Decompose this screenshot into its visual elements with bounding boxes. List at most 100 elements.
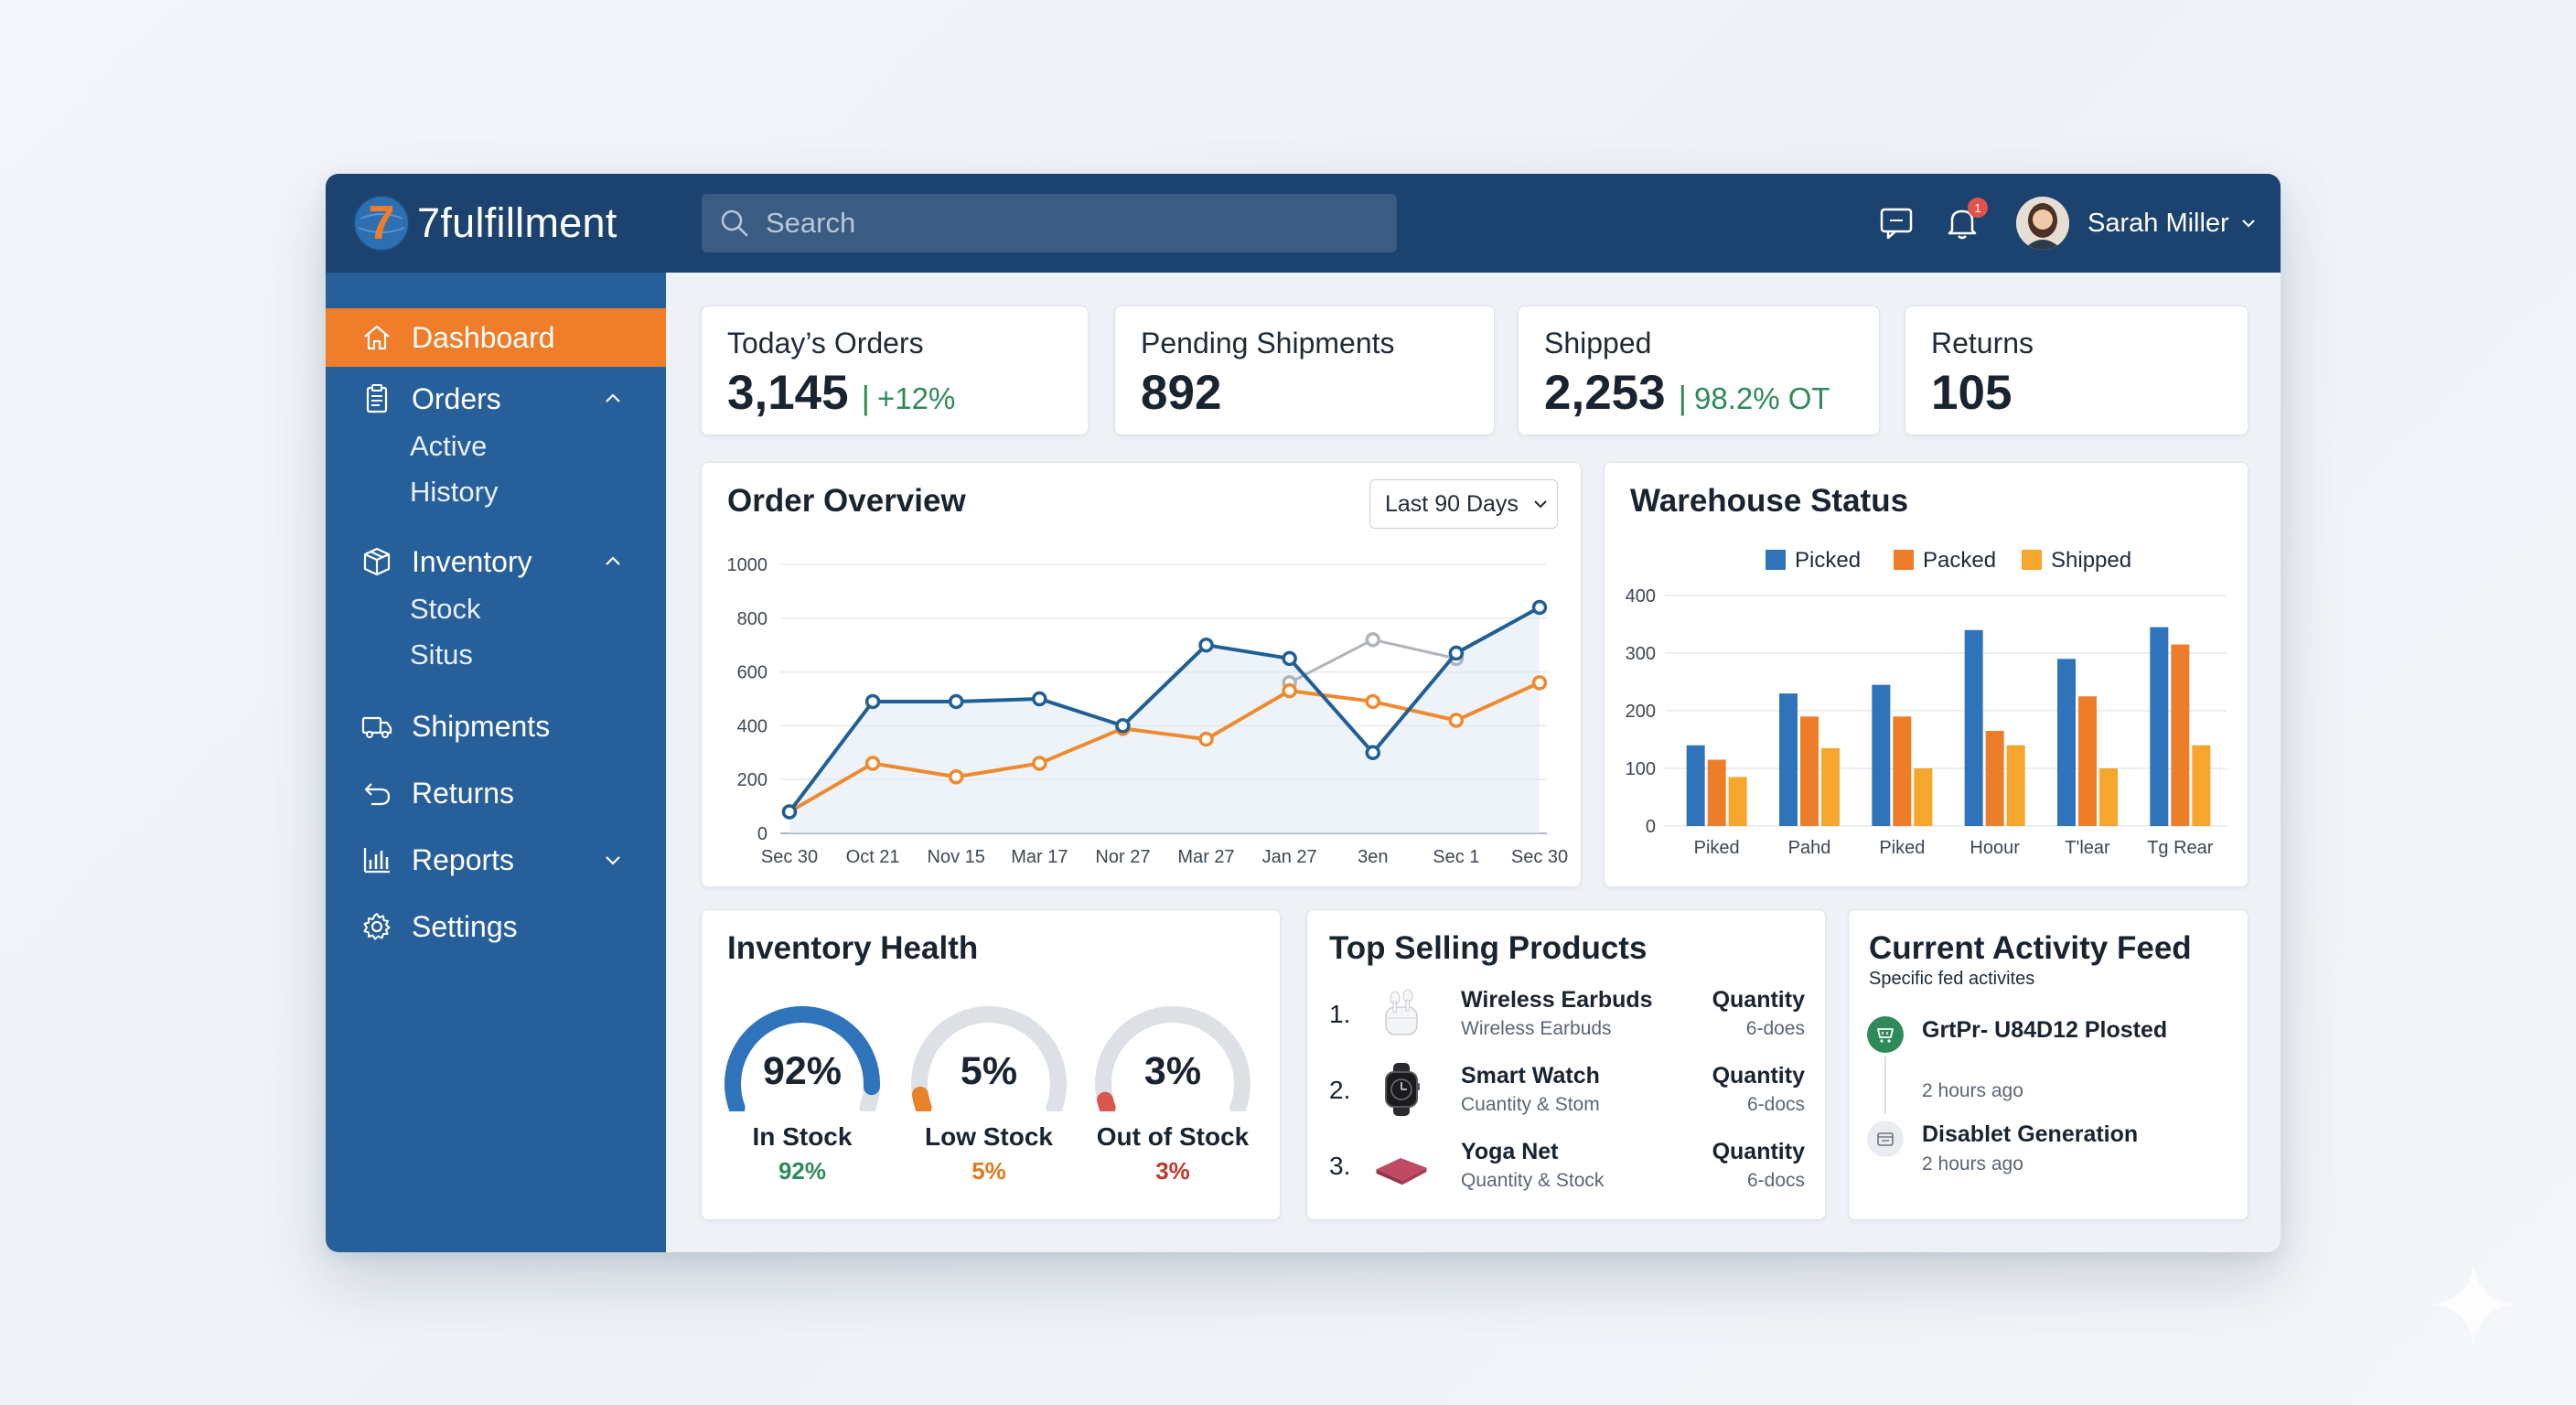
bar (1686, 745, 1705, 826)
search-icon (721, 209, 748, 237)
product-name: Wireless Earbuds (1461, 987, 1653, 1013)
warehouse-status-card: Warehouse Status 0 100 200 300 400 Picked Pack… (1604, 462, 2249, 887)
legend-item: Packed (1894, 548, 1996, 573)
stat-card-todays-orders[interactable]: Today’s Orders 3,145 | +12% (701, 306, 1089, 435)
sidebar: Dashboard Orders Active History Inventor… (326, 273, 666, 1252)
stat-number: 892 (1141, 366, 1222, 420)
chevron-up-icon[interactable] (600, 549, 626, 574)
app-window: 7 7fulfillment Search 1 (326, 174, 2281, 1252)
x-tick-label: Mar 17 (1011, 847, 1068, 867)
stat-value: 892 (1141, 365, 1221, 421)
chevron-down-icon (2241, 220, 2255, 228)
list-item[interactable]: 2. Smart Watch Cuantity & Stom Quantity … (1329, 1061, 1805, 1125)
bar (1707, 759, 1726, 826)
activity-title: Disablet Generation (1922, 1121, 2139, 1147)
product-qty-label: Quantity (1712, 1063, 1805, 1089)
sidebar-item-reports[interactable]: Reports (326, 831, 666, 889)
data-point (1032, 691, 1047, 707)
stat-change: +12% (877, 381, 956, 415)
x-tick-label: Piked (1879, 838, 1925, 858)
sidebar-item-label: Orders (412, 381, 501, 415)
sidebar-item-shipments[interactable]: Shipments (326, 697, 666, 756)
stat-card-pending-shipments[interactable]: Pending Shipments 892 (1114, 306, 1495, 435)
bar (2192, 745, 2211, 826)
stat-card-returns[interactable]: Returns 105 (1905, 306, 2249, 435)
x-tick-label: Sec 30 (1511, 847, 1568, 867)
sidebar-subitem-history[interactable]: History (410, 476, 499, 508)
data-point (1198, 731, 1214, 747)
data-point (864, 693, 881, 710)
bar (2078, 696, 2097, 826)
gauge-arc (911, 1006, 1067, 1111)
x-tick-label: T'lear (2065, 838, 2110, 858)
data-point (1365, 632, 1381, 648)
gauge-value: 5% (960, 1049, 1018, 1093)
product-name: Yoga Net (1461, 1139, 1559, 1164)
sidebar-subitem-active[interactable]: Active (410, 430, 488, 462)
top-products-card: Top Selling Products 1. Wireless Earbuds… (1306, 909, 1826, 1220)
sidebar-item-dashboard[interactable]: Dashboard (326, 308, 666, 367)
card-title: Top Selling Products (1329, 930, 1648, 966)
activity-time: 2 hours ago (1922, 1153, 2023, 1174)
search-bar[interactable]: Search (702, 194, 1397, 252)
legend-swatch (2022, 550, 2042, 570)
chevron-down-icon[interactable] (600, 847, 626, 873)
activity-feed-card: Current Activity Feed Specific fed activ… (1848, 909, 2249, 1220)
gauge-fill (724, 1006, 880, 1111)
data-point (1448, 645, 1465, 661)
bar (2099, 768, 2118, 826)
earbuds-icon (1385, 989, 1418, 1035)
activity-time: 2 hours ago (1922, 1080, 2023, 1101)
sidebar-subitem-situs[interactable]: Situs (410, 638, 473, 670)
y-tick-label: 400 (1626, 586, 1656, 606)
product-qty-label: Quantity (1712, 1139, 1805, 1164)
gauge-value: 3% (1143, 1049, 1202, 1093)
y-tick-label: 0 (757, 824, 767, 844)
date-range-dropdown[interactable]: Last 90 Days (1369, 479, 1558, 529)
bar (1964, 629, 1983, 826)
list-item[interactable]: 3. Yoga Net Quantity & Stock Quantity 6-… (1329, 1137, 1805, 1201)
order-overview-card: Order Overview Last 90 Days 0 200 400 600 80… (701, 462, 1582, 887)
sidebar-item-settings[interactable]: Settings (326, 897, 666, 956)
smartwatch-icon (1385, 1063, 1420, 1116)
gauge-fill (911, 1086, 932, 1111)
chevron-up-icon[interactable] (600, 386, 626, 412)
sidebar-subitem-stock[interactable]: Stock (410, 593, 481, 625)
bar (1779, 693, 1798, 826)
bar (2006, 745, 2025, 826)
gauge-arc (724, 1006, 880, 1111)
legend-item: Picked (1766, 548, 1861, 573)
sidebar-item-returns[interactable]: Returns (326, 764, 666, 822)
sidebar-item-inventory[interactable]: Inventory (326, 532, 666, 591)
card-title: Inventory Health (727, 930, 979, 966)
gauge-label: In Stock (752, 1122, 853, 1151)
brand[interactable]: 7 7fulfillment (349, 190, 617, 256)
x-tick-label: Jan 27 (1262, 847, 1317, 867)
stat-card-shipped[interactable]: Shipped 2,253 | 98.2% OT (1518, 306, 1880, 435)
y-tick-label: 0 (1646, 817, 1656, 837)
product-subtitle: Wireless Earbuds (1461, 1018, 1612, 1039)
data-point (948, 769, 964, 785)
x-tick-label: Nov 15 (928, 847, 985, 867)
sidebar-item-orders[interactable]: Orders (326, 370, 666, 428)
user-menu[interactable]: Sarah Miller (2016, 196, 2259, 251)
dropdown-label: Last 90 Days (1385, 490, 1519, 517)
card-title: Warehouse Status (1630, 483, 1909, 519)
series-area (789, 607, 1540, 833)
stat-label: Pending Shipments (1141, 327, 1395, 359)
user-name: Sarah Miller (2088, 208, 2229, 238)
brand-logo-icon: 7 (353, 195, 410, 252)
card-title: Current Activity Feed (1869, 930, 2192, 966)
product-qty: 6-docs (1746, 1094, 1805, 1115)
gauge-arc (1095, 1006, 1250, 1111)
product-rank: 2. (1329, 1076, 1351, 1104)
list-item[interactable]: 1. Wireless Earbuds Wireless Earbuds Qua… (1329, 985, 1805, 1049)
chat-icon[interactable] (1875, 201, 1917, 243)
stat-label: Returns (1931, 327, 2034, 359)
bell-icon[interactable] (1941, 201, 1983, 243)
data-point (1365, 693, 1381, 710)
bar (2150, 627, 2169, 826)
yoga-mat-icon (1376, 1158, 1427, 1185)
search-input[interactable]: Search (766, 207, 856, 239)
gauge-percent: 3% (1155, 1157, 1190, 1185)
